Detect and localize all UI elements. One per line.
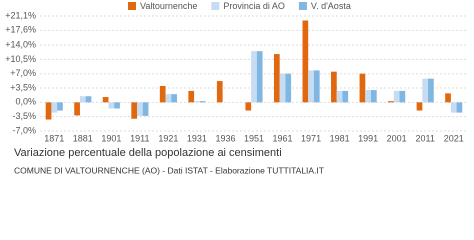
chart-source: COMUNE DI VALTOURNENCHE (AO) - Dati ISTA… <box>14 165 324 175</box>
x-tick-label: 1921 <box>158 133 178 143</box>
x-tick-label: 1991 <box>358 133 378 143</box>
bar <box>171 94 177 103</box>
bar <box>137 102 143 116</box>
bar <box>216 81 223 103</box>
x-tick-label: 1981 <box>330 133 350 143</box>
x-tick-label: 2001 <box>387 133 407 143</box>
y-tick-label: -3,5% <box>12 111 36 121</box>
bar <box>285 73 292 103</box>
bar <box>74 102 80 116</box>
bar <box>399 90 406 103</box>
legend-label: V. d'Aosta <box>311 1 351 11</box>
y-tick-label: +3,5% <box>10 82 36 92</box>
bar <box>422 78 429 103</box>
y-tick-label: +17,6% <box>5 25 36 35</box>
bar <box>279 73 286 103</box>
x-tick-label: 2011 <box>416 133 435 143</box>
bar <box>256 51 263 103</box>
bar <box>159 85 166 103</box>
bar <box>331 71 337 103</box>
y-tick-label: +14,0% <box>5 39 36 49</box>
chart: Variazione percentuale della popolazione… <box>5 1 468 175</box>
bar <box>251 51 257 103</box>
bar <box>313 70 320 103</box>
bar <box>131 102 138 119</box>
x-tick-label: 1911 <box>130 133 149 143</box>
bar <box>108 102 115 109</box>
y-tick-label: +7,0% <box>10 68 36 78</box>
bar <box>342 90 349 103</box>
y-tick-label: +21,1% <box>5 10 36 20</box>
bar <box>416 102 423 111</box>
bar <box>199 101 206 103</box>
x-tick-label: 1971 <box>301 133 321 143</box>
x-tick-label: 1961 <box>273 133 293 143</box>
bar <box>51 102 58 113</box>
x-tick-label: 2021 <box>444 133 464 143</box>
legend-label: Provincia di AO <box>223 1 285 11</box>
bar <box>302 20 309 103</box>
bar <box>450 102 457 113</box>
y-tick-label: 0,0% <box>15 97 36 107</box>
bar <box>273 54 280 103</box>
bar <box>102 97 109 103</box>
x-tick-label: 1936 <box>215 133 235 143</box>
bar <box>79 96 86 103</box>
bar <box>57 102 63 111</box>
bar <box>308 70 314 103</box>
bar <box>388 101 394 103</box>
bar <box>365 90 371 103</box>
bar <box>188 90 195 103</box>
x-tick-label: 1901 <box>101 133 121 143</box>
bar <box>245 102 252 111</box>
legend-swatch <box>211 2 220 10</box>
legend-swatch <box>298 2 307 10</box>
bar <box>370 90 377 103</box>
bar <box>194 101 200 103</box>
y-tick-label: -7,0% <box>12 125 36 135</box>
bar <box>393 90 400 103</box>
bar <box>85 96 92 103</box>
bar <box>359 73 366 103</box>
bar <box>142 102 149 116</box>
x-tick-label: 1881 <box>73 133 93 143</box>
bar <box>114 102 120 109</box>
bar <box>165 94 172 103</box>
bar <box>428 78 434 103</box>
bar <box>456 102 463 113</box>
x-tick-label: 1931 <box>187 133 207 143</box>
x-tick-label: 1871 <box>44 133 64 143</box>
y-tick-label: +10,5% <box>5 54 36 64</box>
legend-swatch <box>128 2 136 10</box>
bar <box>45 102 52 120</box>
bar <box>445 93 451 103</box>
chart-title: Variazione percentuale della popolazione… <box>14 147 282 159</box>
legend-label: Valtournenche <box>140 1 197 11</box>
x-tick-label: 1951 <box>244 133 264 143</box>
bar <box>336 90 343 103</box>
